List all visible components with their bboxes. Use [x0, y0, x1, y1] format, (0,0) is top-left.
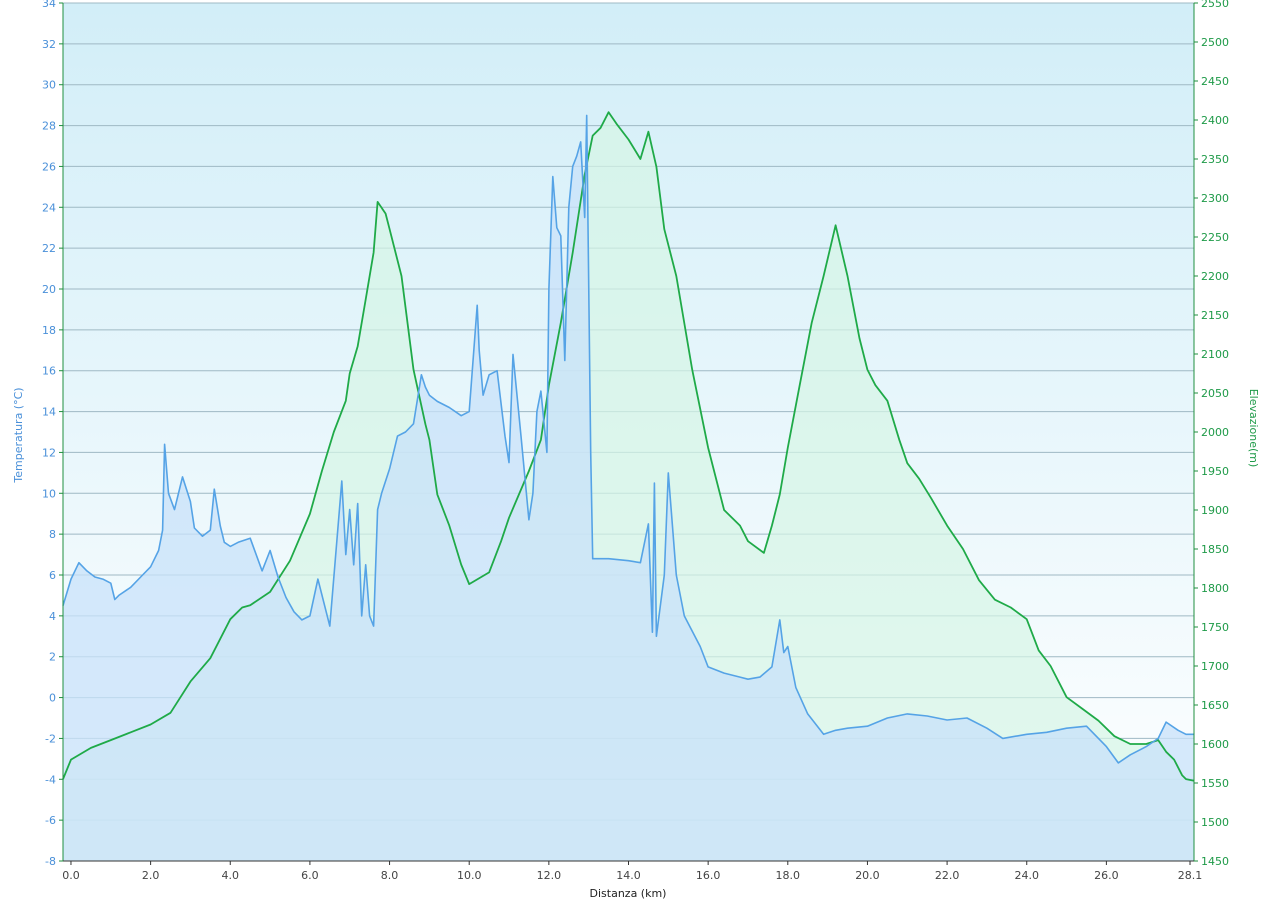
right-tick-label-19: 1600	[1201, 738, 1229, 751]
right-tick-label-7: 2200	[1201, 270, 1229, 283]
left-axis-title: Temperatura (°C)	[12, 387, 25, 483]
right-tick-label-13: 1900	[1201, 504, 1229, 517]
x-tick-label-6: 12.0	[537, 869, 562, 882]
x-tick-label-8: 16.0	[696, 869, 721, 882]
left-tick-label-3: 28	[42, 120, 56, 133]
series-lines	[62, 111, 1195, 782]
x-tick-label-9: 18.0	[776, 869, 801, 882]
left-tick-label-15: 4	[49, 610, 56, 623]
left-tick-label-12: 10	[42, 487, 56, 500]
temperature-line	[62, 114, 1194, 764]
right-tick-label-22: 1450	[1201, 855, 1229, 868]
right-tick-label-14: 1850	[1201, 543, 1229, 556]
right-tick-label-17: 1700	[1201, 660, 1229, 673]
left-tick-label-14: 6	[49, 569, 56, 582]
series-areas	[63, 112, 1194, 861]
right-tick-label-6: 2250	[1201, 231, 1229, 244]
x-tick-label-12: 24.0	[1014, 869, 1039, 882]
x-tick-label-5: 10.0	[457, 869, 482, 882]
right-tick-label-12: 1950	[1201, 465, 1229, 478]
right-tick-label-18: 1650	[1201, 699, 1229, 712]
right-axis-title: Elevazione(m)	[1247, 389, 1260, 468]
right-axis-ticks: 2550 2500 2450 2400 2350 2300 2250 2200 2150 2100…	[1194, 0, 1229, 868]
x-tick-label-2: 4.0	[222, 869, 240, 882]
left-tick-label-17: 0	[49, 692, 56, 705]
right-tick-label-8: 2150	[1201, 309, 1229, 322]
left-tick-label-7: 20	[42, 283, 56, 296]
temperature-area	[63, 115, 1194, 861]
x-tick-label-0: 0.0	[62, 869, 80, 882]
left-tick-label-21: -8	[45, 855, 56, 868]
right-tick-label-5: 2300	[1201, 192, 1229, 205]
right-tick-label-16: 1750	[1201, 621, 1229, 634]
x-tick-label-7: 14.0	[616, 869, 641, 882]
left-tick-label-16: 2	[49, 651, 56, 664]
x-tick-label-10: 20.0	[855, 869, 880, 882]
left-tick-label-10: 14	[42, 406, 56, 419]
right-tick-label-11: 2000	[1201, 426, 1229, 439]
right-tick-label-0: 2550	[1201, 0, 1229, 10]
left-tick-label-9: 16	[42, 365, 56, 378]
x-axis-title: Distanza (km)	[590, 887, 667, 900]
right-tick-label-1: 2500	[1201, 36, 1229, 49]
left-tick-label-19: -4	[45, 773, 56, 786]
left-tick-label-18: -2	[45, 732, 56, 745]
right-tick-label-9: 2100	[1201, 348, 1229, 361]
left-tick-label-0: 34	[42, 0, 56, 10]
right-tick-label-3: 2400	[1201, 114, 1229, 127]
right-tick-label-2: 2450	[1201, 75, 1229, 88]
left-tick-label-20: -6	[45, 814, 56, 827]
x-tick-label-11: 22.0	[935, 869, 960, 882]
left-tick-label-8: 18	[42, 324, 56, 337]
left-tick-label-1: 32	[42, 38, 56, 51]
left-tick-label-2: 30	[42, 79, 56, 92]
left-tick-label-6: 22	[42, 242, 56, 255]
right-tick-label-21: 1500	[1201, 816, 1229, 829]
right-tick-label-4: 2350	[1201, 153, 1229, 166]
right-tick-label-15: 1800	[1201, 582, 1229, 595]
right-tick-label-10: 2050	[1201, 387, 1229, 400]
right-tick-label-20: 1550	[1201, 777, 1229, 790]
x-tick-label-14: 28.1	[1178, 869, 1203, 882]
x-tick-label-3: 6.0	[301, 869, 319, 882]
x-axis-ticks: 0.0 2.0 4.0 6.0 8.0 10.0 12.0 14.0 16.0 18.0 20.0 2…	[62, 861, 1202, 882]
x-tick-label-1: 2.0	[142, 869, 160, 882]
left-tick-label-4: 26	[42, 160, 56, 173]
x-tick-label-13: 26.0	[1094, 869, 1119, 882]
elevation-line	[62, 111, 1195, 782]
x-tick-label-4: 8.0	[381, 869, 399, 882]
left-tick-label-13: 8	[49, 528, 56, 541]
left-tick-label-5: 24	[42, 201, 56, 214]
left-tick-label-11: 12	[42, 446, 56, 459]
